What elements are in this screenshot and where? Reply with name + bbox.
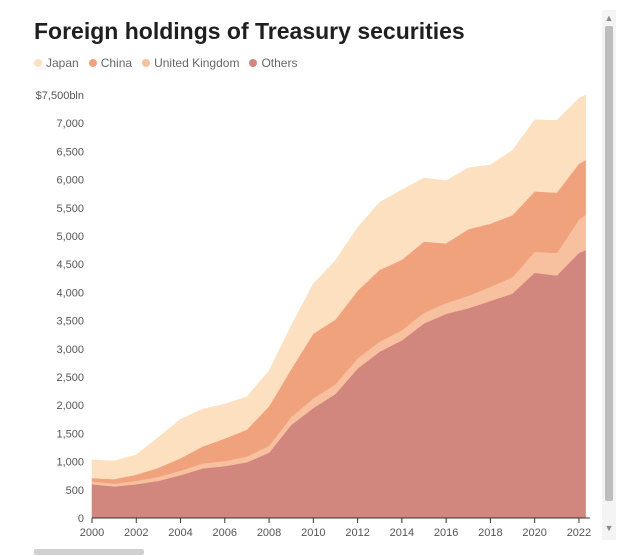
stacked-area-chart: 0 500 1,000 1,500 2,000 2,500 3,000 3,500 4,000 4… xyxy=(36,90,592,539)
y-tick-label: 3,000 xyxy=(56,344,84,356)
y-tick-label: 4,500 xyxy=(56,259,84,271)
legend-label: China xyxy=(100,56,133,70)
x-tick-label: 2020 xyxy=(522,527,546,539)
y-tick-label: 5,000 xyxy=(56,231,84,243)
y-tick-label: 5,500 xyxy=(56,203,84,215)
x-tick-label: 2018 xyxy=(478,527,502,539)
x-tick-label: 2016 xyxy=(434,527,458,539)
legend-item-united-kingdom: United Kingdom xyxy=(142,56,239,70)
chart-title: Foreign holdings of Treasury securities xyxy=(34,18,465,44)
y-tick-label: 0 xyxy=(78,513,84,525)
legend-label: United Kingdom xyxy=(154,56,240,70)
y-tick-label: $7,500bln xyxy=(36,90,84,102)
x-tick-label: 2006 xyxy=(213,527,237,539)
legend-label: Others xyxy=(261,56,298,70)
y-tick-label: 4,000 xyxy=(56,287,84,299)
legend-item-japan: Japan xyxy=(34,56,79,70)
x-tick-label: 2014 xyxy=(390,527,414,539)
vertical-scrollbar[interactable]: ▲ ▼ xyxy=(602,10,616,540)
area-japan xyxy=(91,94,586,480)
y-tick-label: 6,000 xyxy=(56,175,84,187)
y-tick-label: 3,500 xyxy=(56,316,84,328)
uk-dot-icon xyxy=(142,59,151,67)
scroll-down-icon[interactable]: ▼ xyxy=(604,523,614,533)
x-tick-label: 2010 xyxy=(301,527,325,539)
y-tick-label: 7,000 xyxy=(56,118,84,130)
y-tick-label: 2,000 xyxy=(56,400,84,412)
scroll-thumb[interactable] xyxy=(605,26,613,501)
legend-label: Japan xyxy=(46,56,79,70)
x-tick-label: 2008 xyxy=(257,527,281,539)
x-tick-label: 2004 xyxy=(168,527,192,539)
japan-dot-icon xyxy=(34,59,42,67)
x-tick-label: 2012 xyxy=(345,527,369,539)
y-tick-label: 2,500 xyxy=(56,372,84,384)
others-dot-icon xyxy=(249,59,258,67)
x-tick-label: 2000 xyxy=(80,527,104,539)
y-tick-label: 6,500 xyxy=(56,146,84,158)
y-tick-label: 1,500 xyxy=(56,428,84,440)
legend: Japan China United Kingdom Others xyxy=(34,56,297,70)
legend-item-china: China xyxy=(88,56,133,70)
y-tick-label: 1,000 xyxy=(56,457,84,469)
x-tick-label: 2022 xyxy=(567,527,591,539)
legend-item-others: Others xyxy=(249,56,297,70)
y-tick-label: 500 xyxy=(66,485,84,497)
horizontal-scrollbar[interactable] xyxy=(34,549,144,555)
x-tick-label: 2002 xyxy=(124,527,148,539)
scroll-up-icon[interactable]: ▲ xyxy=(604,13,614,23)
china-dot-icon xyxy=(88,59,97,67)
